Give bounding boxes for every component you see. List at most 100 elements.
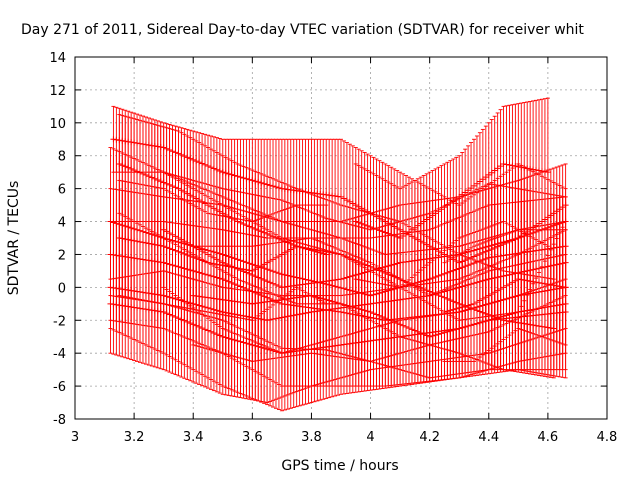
data-point — [361, 307, 368, 314]
y-tick-label: -4 — [53, 347, 66, 362]
data-point — [429, 332, 436, 339]
data-point — [346, 303, 353, 310]
data-point — [343, 302, 350, 309]
data-point — [142, 172, 149, 179]
data-point — [332, 299, 339, 306]
y-tick-label: 4 — [58, 216, 66, 231]
data-point — [376, 227, 383, 234]
data-point — [414, 328, 421, 335]
data-point — [379, 228, 386, 235]
data-point — [547, 223, 554, 230]
data-point — [145, 173, 152, 180]
data-point — [166, 311, 173, 318]
data-point — [131, 167, 138, 174]
data-point — [394, 320, 401, 327]
data-point — [178, 316, 185, 323]
data-point — [352, 304, 359, 311]
data-point — [181, 317, 188, 324]
x-tick-label: 3 — [71, 430, 79, 445]
data-point — [408, 326, 415, 333]
data-points — [107, 97, 569, 412]
data-point — [559, 219, 566, 226]
data-point — [438, 330, 445, 337]
data-point — [134, 168, 141, 175]
data-point — [160, 309, 167, 316]
x-tick-label: 4 — [366, 430, 374, 445]
data-point — [184, 318, 191, 325]
data-point — [349, 304, 356, 311]
data-point — [139, 170, 146, 177]
data-point — [405, 325, 412, 332]
data-point — [435, 331, 442, 338]
data-point — [169, 312, 176, 319]
data-point — [355, 305, 362, 312]
data-point — [137, 169, 144, 176]
y-tick-label: 14 — [49, 51, 66, 66]
data-point — [125, 164, 132, 171]
data-point — [391, 318, 398, 325]
y-tick-label: 12 — [49, 84, 66, 99]
data-point — [329, 298, 336, 305]
data-point — [148, 174, 155, 181]
data-point — [423, 332, 430, 339]
data-point — [403, 323, 410, 330]
data-point — [400, 322, 407, 329]
chart-title: Day 271 of 2011, Sidereal Day-to-day VTE… — [21, 22, 584, 38]
x-tick-label: 3.2 — [124, 430, 145, 445]
data-point — [364, 222, 371, 229]
y-tick-label: -8 — [53, 413, 66, 428]
data-point — [172, 313, 179, 320]
data-point — [420, 331, 427, 338]
data-point — [358, 220, 365, 227]
data-point — [382, 315, 389, 322]
data-point — [128, 165, 135, 172]
data-point — [157, 178, 164, 185]
data-point — [364, 308, 371, 315]
data-point — [391, 232, 398, 239]
data-point — [163, 310, 170, 317]
data-point — [187, 320, 194, 327]
y-tick-label: -6 — [53, 380, 66, 395]
data-point — [553, 221, 560, 228]
x-tick-label: 4.6 — [538, 430, 559, 445]
data-point — [397, 321, 404, 328]
x-tick-label: 4.8 — [597, 430, 618, 445]
data-point — [340, 301, 347, 308]
data-point — [550, 222, 557, 229]
y-tick-label: 0 — [58, 281, 66, 296]
data-point — [367, 224, 374, 231]
data-point — [411, 327, 418, 334]
data-point — [338, 300, 344, 307]
data-point — [116, 160, 123, 167]
data-point — [417, 330, 424, 337]
data-point — [432, 332, 439, 339]
data-point — [388, 317, 395, 324]
y-tick-label: 8 — [58, 150, 66, 165]
data-point — [370, 310, 377, 317]
series-sat9 — [352, 97, 551, 288]
x-tick-label: 3.6 — [242, 430, 263, 445]
y-tick-label: -2 — [53, 314, 66, 329]
x-axis-label: GPS time / hours — [281, 458, 398, 474]
data-point — [154, 176, 161, 183]
data-point — [355, 219, 362, 226]
data-point — [352, 218, 359, 225]
y-tick-label: 10 — [49, 117, 66, 132]
data-point — [382, 229, 389, 236]
data-point — [379, 313, 386, 320]
data-point — [122, 163, 129, 170]
x-tick-label: 4.2 — [419, 430, 440, 445]
data-point — [370, 225, 377, 232]
data-point — [562, 218, 569, 225]
data-point — [358, 306, 365, 313]
data-point — [385, 230, 392, 237]
data-point — [367, 309, 374, 316]
data-point — [175, 315, 182, 322]
data-point — [376, 312, 383, 319]
data-point — [373, 226, 380, 233]
x-tick-label: 3.8 — [301, 430, 322, 445]
x-tick-label: 3.4 — [183, 430, 204, 445]
data-point — [556, 220, 563, 227]
data-point — [361, 221, 368, 228]
